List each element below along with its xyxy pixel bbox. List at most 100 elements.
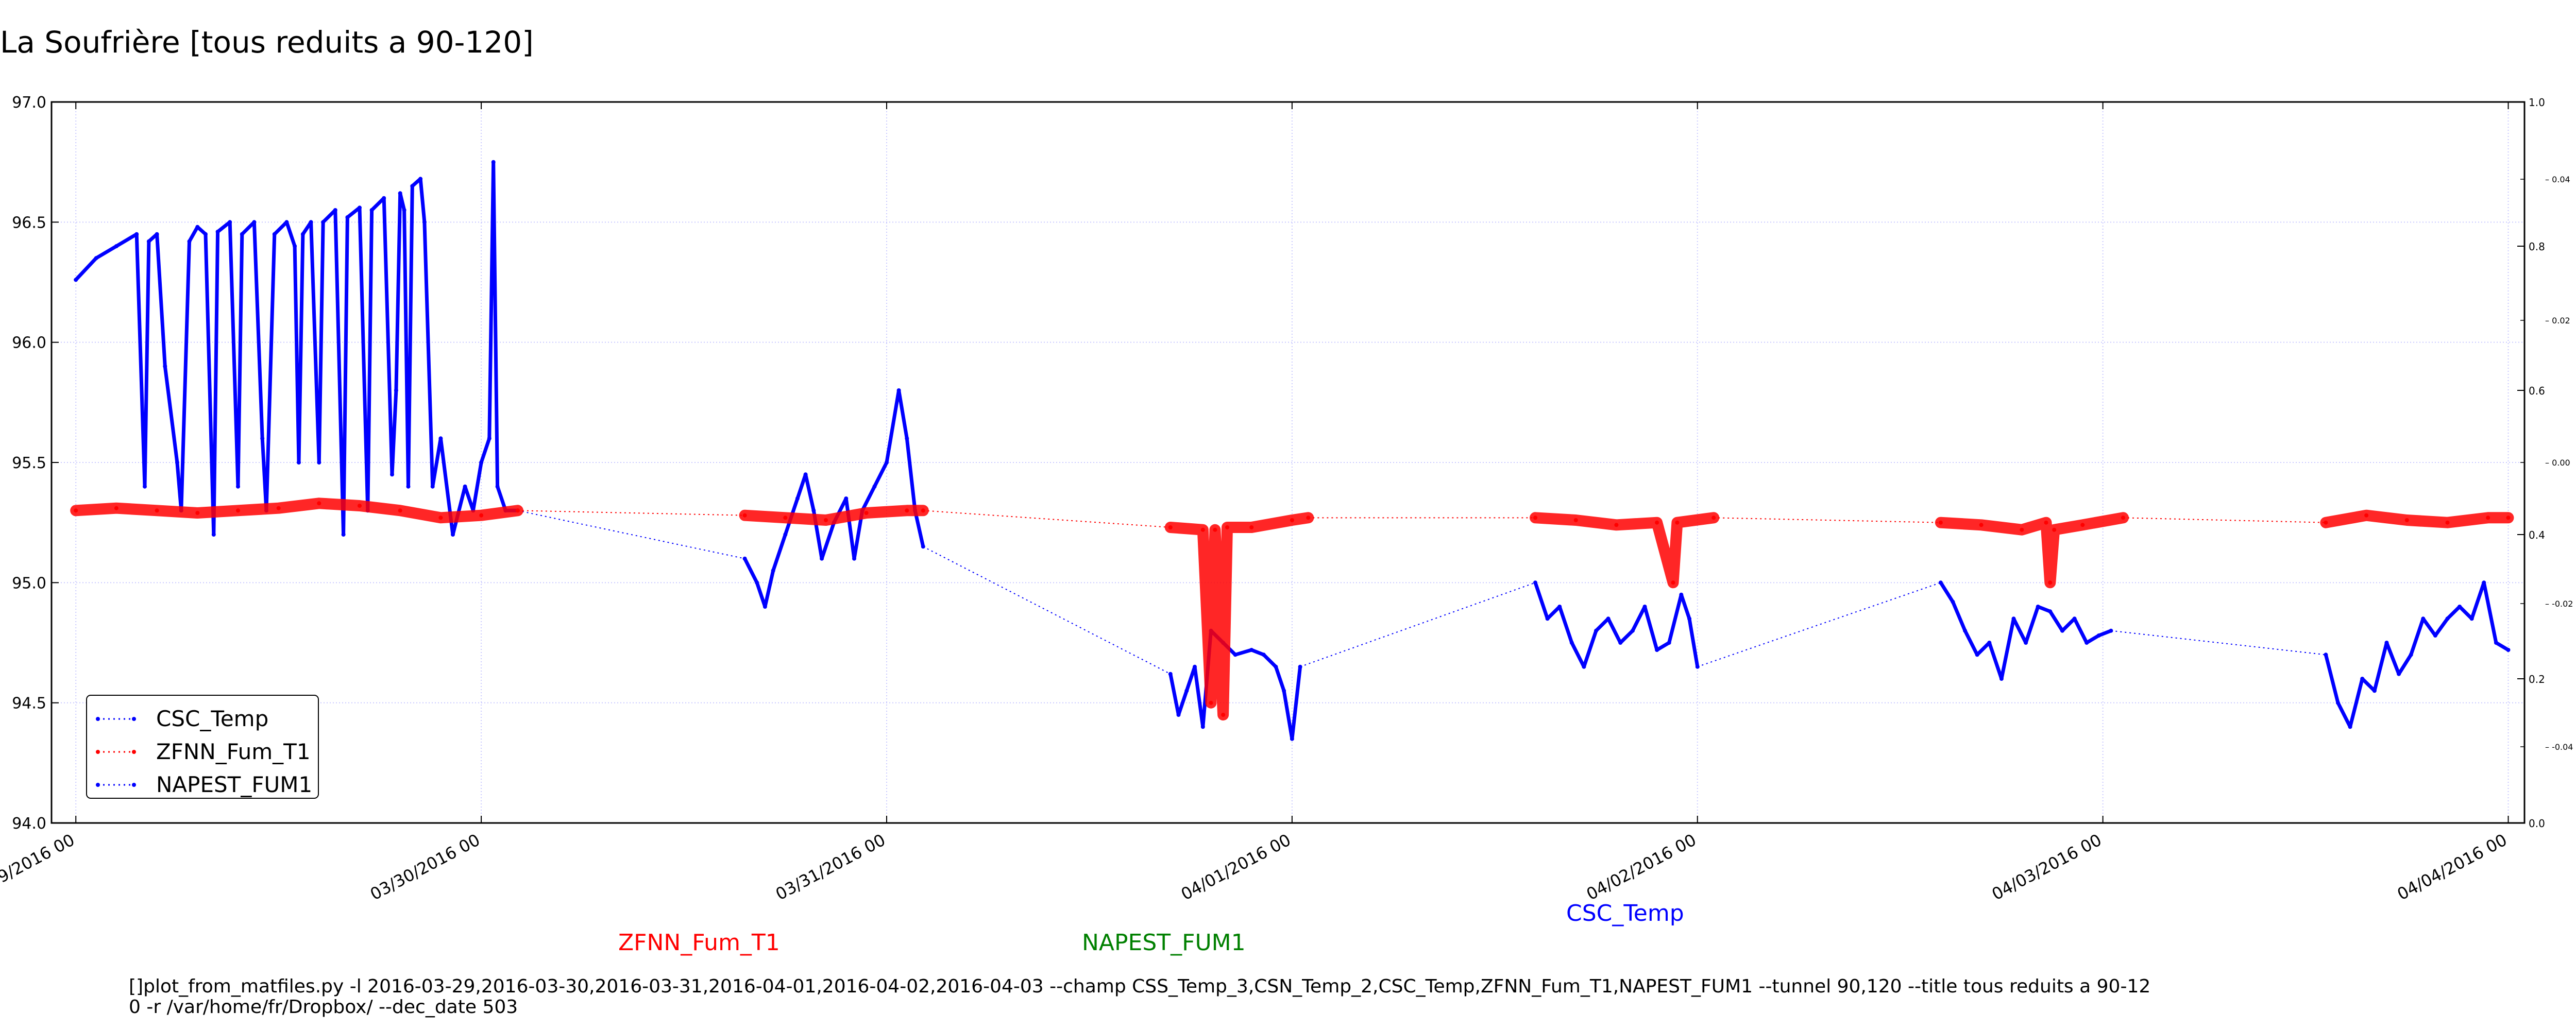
series-point — [1975, 653, 1979, 657]
series-point — [309, 220, 313, 225]
series-point — [236, 508, 240, 513]
x-tick-label: 04/03/2016 00 — [1989, 830, 2105, 904]
series-point — [495, 484, 500, 489]
series-point — [236, 484, 240, 489]
series-point — [872, 484, 877, 489]
series-point — [762, 605, 767, 609]
series-line — [1530, 512, 1720, 589]
series-point — [2421, 616, 2426, 621]
right2-tick-label: – -0.02 — [2545, 599, 2573, 609]
series-point — [1671, 580, 1675, 585]
series-point — [811, 508, 816, 513]
right-tick-label: 0.2 — [2529, 673, 2545, 685]
series-point — [2048, 580, 2053, 585]
series-point — [260, 436, 265, 441]
series-point — [1193, 664, 1197, 669]
series-point — [2404, 518, 2409, 522]
series-point — [2024, 641, 2028, 645]
series-line — [1164, 512, 1314, 720]
series-point — [1213, 527, 1217, 532]
series-point — [74, 278, 78, 282]
series-point — [2486, 516, 2490, 520]
series-point — [921, 544, 925, 549]
series-point — [134, 232, 139, 236]
series-point — [1582, 664, 1586, 669]
series-point — [2409, 653, 2413, 657]
series-point — [1290, 518, 1294, 522]
series-point — [398, 191, 402, 196]
plot-frame — [50, 101, 2526, 824]
series-point — [297, 460, 301, 465]
series-connector — [923, 546, 1171, 675]
series-point — [2397, 672, 2401, 676]
napest-series-caption: NAPEST_FUM1 — [1082, 930, 1246, 956]
series-point — [369, 208, 374, 212]
series-point — [1618, 641, 1623, 645]
series-point — [382, 196, 386, 200]
series-point — [1938, 580, 1943, 585]
series-point — [2052, 527, 2057, 532]
series-point — [515, 508, 520, 513]
series-point — [1533, 516, 1537, 520]
series-point — [390, 472, 394, 477]
x-tick-label: 03/30/2016 00 — [367, 830, 483, 904]
series-point — [824, 518, 828, 522]
series-point — [1557, 605, 1562, 609]
series-point — [406, 484, 411, 489]
series-point — [422, 220, 427, 225]
series-point — [2080, 523, 2085, 527]
series-point — [2036, 605, 2040, 609]
series-point — [394, 388, 398, 392]
series-point — [114, 244, 118, 248]
chart-title: La Soufrière [tous reduits a 90-120] — [0, 25, 534, 60]
series-point — [2096, 633, 2101, 638]
series-point — [293, 244, 297, 248]
series-point — [896, 388, 901, 392]
y-tick-label: 97.0 — [12, 94, 46, 112]
series-point — [402, 208, 406, 212]
series-point — [163, 364, 167, 369]
series-point — [1999, 677, 2004, 681]
series-point — [905, 436, 909, 441]
legend-marker — [96, 750, 100, 754]
legend-marker — [96, 783, 100, 787]
series-point — [195, 511, 200, 515]
series-point — [921, 508, 925, 513]
series-point — [1233, 653, 1238, 657]
series-point — [1306, 516, 1311, 520]
right-tick-label: 0.6 — [2529, 385, 2545, 397]
series-point — [317, 460, 321, 465]
series-point — [300, 232, 305, 236]
series-point — [2494, 641, 2498, 645]
series-line — [1935, 512, 2129, 589]
right-tick-label: 1.0 — [2529, 96, 2545, 109]
series-point — [1533, 580, 1537, 585]
series-point — [1569, 641, 1574, 645]
series-point — [1221, 713, 1226, 717]
series-point — [2109, 628, 2113, 633]
series-point — [143, 484, 147, 489]
series-point — [2072, 616, 2077, 621]
series-point — [358, 504, 362, 508]
series-point — [487, 436, 492, 441]
y-tick-label: 94.5 — [12, 695, 46, 713]
series-point — [742, 513, 747, 518]
series-point — [820, 556, 824, 561]
series-point — [1614, 523, 1619, 527]
series-point — [398, 508, 402, 513]
series-point — [2433, 633, 2437, 638]
series-point — [211, 533, 216, 537]
series-point — [2324, 653, 2328, 657]
y-tick-label: 95.0 — [12, 574, 46, 592]
series-connector — [2111, 630, 2326, 656]
series-point — [272, 232, 277, 236]
series-point — [341, 533, 346, 537]
legend-marker — [132, 750, 136, 754]
series-point — [1979, 523, 1984, 527]
series-connector — [517, 510, 745, 516]
csc-series-caption: CSC_Temp — [1566, 900, 1684, 926]
series-point — [317, 501, 321, 506]
series-point — [175, 460, 179, 465]
series-point — [2060, 628, 2064, 633]
